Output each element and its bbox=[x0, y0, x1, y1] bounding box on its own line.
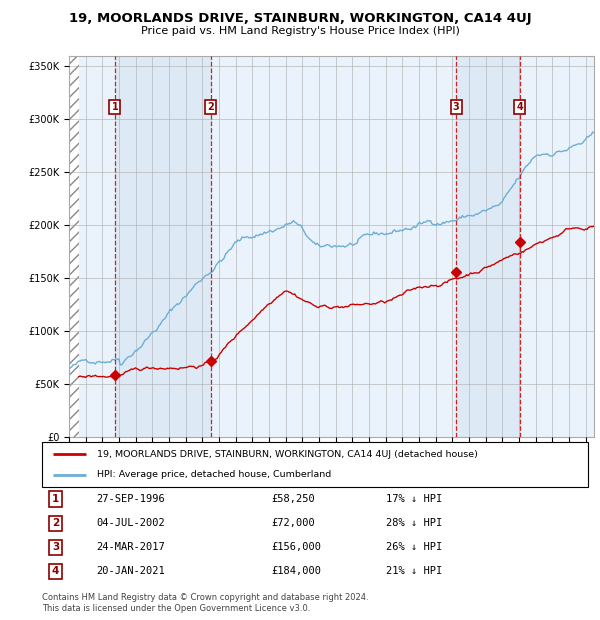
Text: £58,250: £58,250 bbox=[271, 494, 315, 505]
Text: 3: 3 bbox=[52, 542, 59, 552]
Bar bbox=[456, 56, 520, 437]
Text: £156,000: £156,000 bbox=[271, 542, 322, 552]
Text: 21% ↓ HPI: 21% ↓ HPI bbox=[386, 567, 442, 577]
Bar bbox=[69, 56, 79, 437]
Text: 4: 4 bbox=[517, 102, 523, 112]
Text: 2: 2 bbox=[207, 102, 214, 112]
Text: 4: 4 bbox=[52, 567, 59, 577]
Text: 19, MOORLANDS DRIVE, STAINBURN, WORKINGTON, CA14 4UJ (detached house): 19, MOORLANDS DRIVE, STAINBURN, WORKINGT… bbox=[97, 450, 478, 459]
Text: 1: 1 bbox=[112, 102, 118, 112]
Text: £72,000: £72,000 bbox=[271, 518, 315, 528]
Text: 1: 1 bbox=[52, 494, 59, 505]
Text: Price paid vs. HM Land Registry's House Price Index (HPI): Price paid vs. HM Land Registry's House … bbox=[140, 26, 460, 36]
Text: 3: 3 bbox=[453, 102, 460, 112]
Text: 17% ↓ HPI: 17% ↓ HPI bbox=[386, 494, 442, 505]
Text: 26% ↓ HPI: 26% ↓ HPI bbox=[386, 542, 442, 552]
Bar bbox=[115, 56, 211, 437]
Text: 28% ↓ HPI: 28% ↓ HPI bbox=[386, 518, 442, 528]
Text: 19, MOORLANDS DRIVE, STAINBURN, WORKINGTON, CA14 4UJ: 19, MOORLANDS DRIVE, STAINBURN, WORKINGT… bbox=[68, 12, 532, 25]
Text: HPI: Average price, detached house, Cumberland: HPI: Average price, detached house, Cumb… bbox=[97, 470, 331, 479]
Text: 04-JUL-2002: 04-JUL-2002 bbox=[97, 518, 166, 528]
Text: 24-MAR-2017: 24-MAR-2017 bbox=[97, 542, 166, 552]
Text: Contains HM Land Registry data © Crown copyright and database right 2024.
This d: Contains HM Land Registry data © Crown c… bbox=[42, 593, 368, 613]
Text: 27-SEP-1996: 27-SEP-1996 bbox=[97, 494, 166, 505]
Text: £184,000: £184,000 bbox=[271, 567, 322, 577]
FancyBboxPatch shape bbox=[42, 442, 588, 487]
Text: 2: 2 bbox=[52, 518, 59, 528]
Text: 20-JAN-2021: 20-JAN-2021 bbox=[97, 567, 166, 577]
